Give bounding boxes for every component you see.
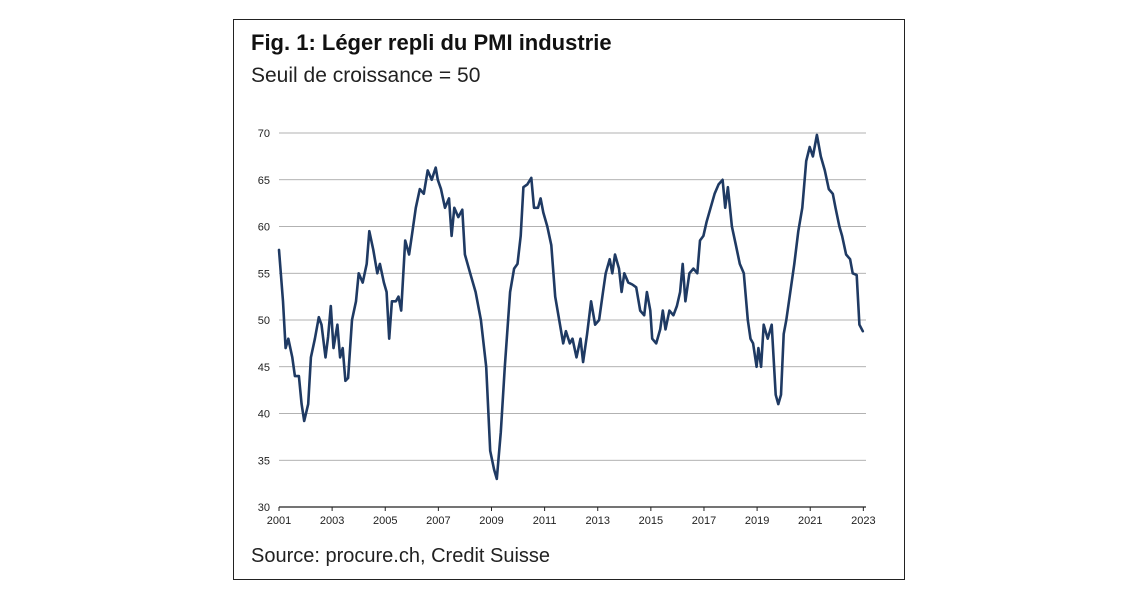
y-tick-label-35: 35 bbox=[258, 455, 270, 467]
x-tick-label-2013: 2013 bbox=[585, 515, 609, 527]
chart-title: Fig. 1: Léger repli du PMI industrie bbox=[251, 30, 612, 55]
x-tick-label-2009: 2009 bbox=[479, 515, 503, 527]
y-tick-label-50: 50 bbox=[258, 315, 270, 327]
series-line-pmi bbox=[277, 133, 865, 481]
x-tick-label-2011: 2011 bbox=[533, 515, 557, 527]
chart-source: Source: procure.ch, Credit Suisse bbox=[251, 545, 551, 567]
line-chart: 30 35 40 45 50 55 60 65 70 2001 2003 2005 2007 2009 20… bbox=[258, 128, 876, 527]
x-tick-label-2023: 2023 bbox=[851, 515, 875, 527]
x-tick-label-2003: 2003 bbox=[320, 515, 344, 527]
y-tick-label-60: 60 bbox=[258, 222, 270, 234]
y-tick-label-30: 30 bbox=[258, 502, 270, 514]
y-tick-label-70: 70 bbox=[258, 128, 270, 140]
y-tick-label-65: 65 bbox=[258, 175, 270, 187]
x-tick-label-2015: 2015 bbox=[639, 515, 663, 527]
x-tick-label-2005: 2005 bbox=[373, 515, 397, 527]
chart-frame: Fig. 1: Léger repli du PMI industrie Seu… bbox=[233, 19, 905, 580]
y-tick-label-40: 40 bbox=[258, 409, 270, 421]
x-tick-label-2021: 2021 bbox=[798, 515, 822, 527]
x-tick-label-2001: 2001 bbox=[267, 515, 291, 527]
x-tick-label-2017: 2017 bbox=[692, 515, 716, 527]
x-tick-label-2007: 2007 bbox=[426, 515, 450, 527]
y-tick-label-55: 55 bbox=[258, 268, 270, 280]
chart-subtitle: Seuil de croissance = 50 bbox=[251, 64, 481, 87]
x-tick-label-2019: 2019 bbox=[745, 515, 769, 527]
y-tick-label-45: 45 bbox=[258, 362, 270, 374]
